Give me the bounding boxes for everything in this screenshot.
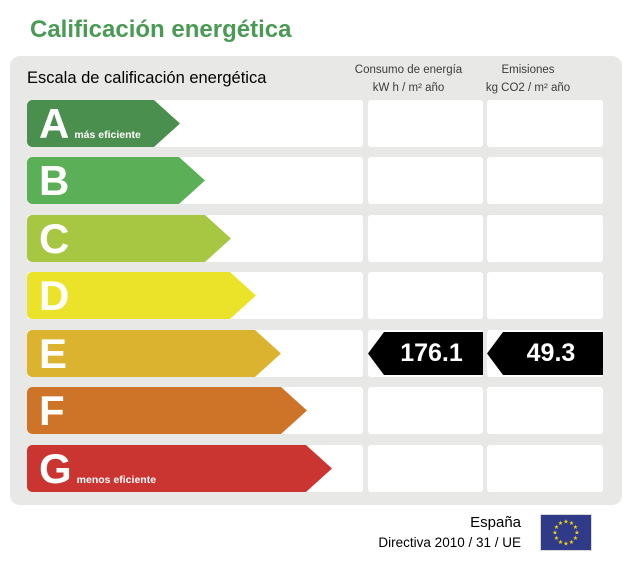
svg-text:★: ★ xyxy=(554,524,559,531)
consumo-cell xyxy=(368,100,483,147)
rating-letter: B xyxy=(39,157,70,204)
svg-text:★: ★ xyxy=(563,519,568,526)
consumo-cell xyxy=(368,215,483,262)
consumo-value-badge: 176.1 xyxy=(368,332,483,375)
rating-arrow-a: A más eficiente xyxy=(27,100,180,147)
eu-flag-icon: ★ ★ ★ ★ ★ ★ ★ ★ ★ ★ ★ ★ xyxy=(540,514,592,551)
svg-text:★: ★ xyxy=(573,535,578,542)
rating-arrow-c: C xyxy=(27,215,231,262)
rating-note: más eficiente xyxy=(74,129,141,141)
svg-text:★: ★ xyxy=(574,530,579,537)
rating-arrow-b: B xyxy=(27,157,205,204)
rating-arrow-g: G menos eficiente xyxy=(27,445,332,492)
rating-row-b: B xyxy=(27,157,605,204)
rating-row-c: C xyxy=(27,215,605,262)
rating-row-f: F xyxy=(27,387,605,434)
rating-arrow-f: F xyxy=(27,387,307,434)
rating-row-d: D xyxy=(27,272,605,319)
emisiones-cell xyxy=(487,157,603,204)
consumo-column-unit: kW h / m² año xyxy=(372,82,445,94)
footer-country: España xyxy=(470,514,521,531)
consumo-cell xyxy=(368,157,483,204)
emisiones-cell xyxy=(487,215,603,262)
rating-panel: Escala de calificación energética Consum… xyxy=(10,56,622,505)
rating-letter: G xyxy=(39,445,72,492)
rating-rows: A más eficiente B xyxy=(27,56,605,505)
svg-text:★: ★ xyxy=(573,524,578,531)
emisiones-value-badge: 49.3 xyxy=(487,332,603,375)
consumo-cell xyxy=(368,445,483,492)
rating-note: menos eficiente xyxy=(76,474,157,486)
footer-directive: Directiva 2010 / 31 / UE xyxy=(378,535,521,550)
emisiones-cell xyxy=(487,272,603,319)
rating-arrow-d: D xyxy=(27,272,256,319)
consumo-cell xyxy=(368,387,483,434)
emisiones-column-title: Emisiones xyxy=(501,64,555,76)
rating-letter: D xyxy=(39,272,70,319)
emisiones-cell xyxy=(487,387,603,434)
svg-text:★: ★ xyxy=(569,539,574,546)
rating-arrow-e: E xyxy=(27,330,281,377)
rating-row-e: E 176.1 49.3 xyxy=(27,330,605,377)
svg-text:★: ★ xyxy=(558,539,563,546)
rating-row-g: G menos eficiente xyxy=(27,445,605,492)
consumo-cell xyxy=(368,272,483,319)
emisiones-column-header: Emisiones kg CO2 / m² año xyxy=(470,61,586,97)
svg-text:★: ★ xyxy=(563,541,568,548)
consumo-column-header: Consumo de energía kW h / m² año xyxy=(351,61,466,97)
rating-letter: A xyxy=(39,100,70,147)
rating-letter: F xyxy=(39,387,65,434)
svg-text:★: ★ xyxy=(554,535,559,542)
emisiones-cell xyxy=(487,445,603,492)
svg-text:★: ★ xyxy=(552,530,557,537)
rating-letter: E xyxy=(39,330,68,377)
consumo-column-title: Consumo de energía xyxy=(354,64,463,76)
emisiones-cell xyxy=(487,100,603,147)
page-title: Calificación energética xyxy=(30,16,292,43)
footer: España Directiva 2010 / 31 / UE xyxy=(230,513,521,553)
svg-text:★: ★ xyxy=(558,520,563,527)
rating-letter: C xyxy=(39,215,70,262)
rating-row-a: A más eficiente xyxy=(27,100,605,147)
svg-text:★: ★ xyxy=(569,520,574,527)
emisiones-column-unit: kg CO2 / m² año xyxy=(485,82,571,94)
scale-title: Escala de calificación energética xyxy=(27,69,267,87)
